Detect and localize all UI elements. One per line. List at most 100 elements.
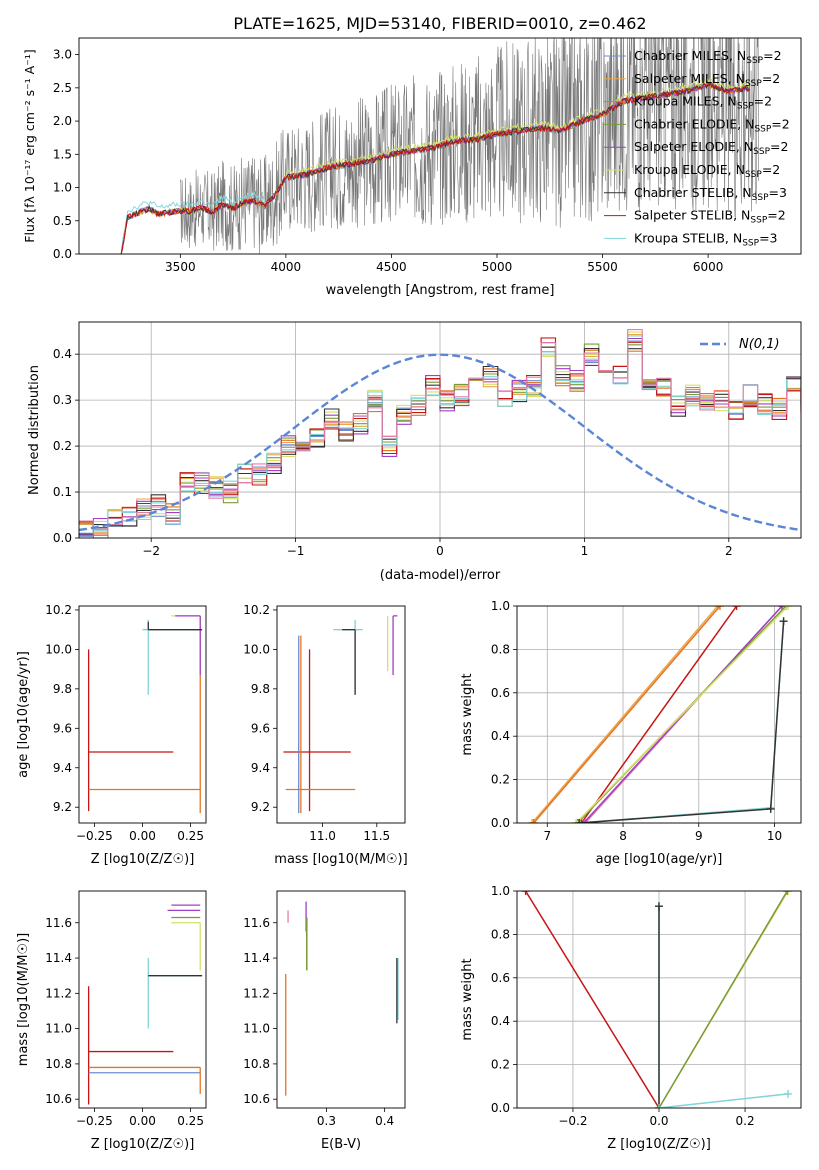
y-axis-label: age [log10(age/yr)] (16, 651, 31, 778)
x-axis-label: (data-model)/error (380, 568, 501, 583)
plot-area (79, 329, 801, 538)
tick-label-y: 9.6 (251, 721, 270, 735)
axes-frame (516, 605, 802, 824)
tick-label-x: 0.4 (375, 1114, 394, 1128)
tick-label-y: 9.6 (53, 721, 72, 735)
histogram-chabrier_stelib (79, 346, 801, 535)
tick-label-x: 10 (767, 829, 782, 843)
tick-label-y: 0.5 (53, 214, 72, 228)
tick-label-y: 9.4 (53, 761, 72, 775)
errorbar-point (283, 649, 351, 812)
tick-label-x: −1 (287, 544, 305, 558)
weight-marker (783, 891, 792, 895)
errorbar-point (87, 986, 174, 1105)
spectrum-panel: 3500 4000 4500 5000 5500 6000 0.0 0.5 1.0 1.5 2.0 2… (22, 37, 802, 298)
weight-marker (778, 606, 787, 610)
mass-vs-metallicity-panel: −0.25 0.00 0.25 10.6 10.8 11.0 11.2 11.4 11.6 mas… (16, 890, 207, 1152)
normal-pdf-curve (79, 353, 801, 532)
tick-label-x: 0.00 (129, 1114, 156, 1128)
tick-label-y: 10.8 (243, 1057, 270, 1071)
tick-label-y: 10.2 (243, 603, 270, 617)
tick-label-y: 11.6 (45, 916, 72, 930)
y-axis-label: mass weight (460, 673, 475, 755)
legend-label: Chabrier ELODIE, NSSP=2 (634, 116, 790, 134)
tick-label-y: 11.0 (45, 1022, 72, 1036)
tick-label-x: 0.00 (129, 829, 156, 843)
weight-marker (779, 617, 788, 626)
tick-label-y: 1.5 (53, 147, 72, 161)
weight-line-salpeter_stelib (524, 891, 660, 1108)
tick-label-y: 10.8 (45, 1057, 72, 1071)
errorbar-point (147, 621, 203, 631)
tick-label-x: 0.3 (317, 1114, 336, 1128)
weight-line-kroupa_miles (533, 606, 721, 823)
x-axis-label: mass [log10(M/M☉)] (274, 852, 407, 867)
tick-label-y: 0.2 (491, 773, 510, 787)
axes-frame (78, 605, 207, 824)
legend-label: Kroupa STELIB, NSSP=3 (634, 230, 778, 248)
legend-label: Chabrier MILES, NSSP=2 (634, 48, 782, 66)
weight-marker (715, 606, 724, 610)
plot-area (87, 904, 203, 1105)
y-axis-label: mass weight (460, 958, 475, 1040)
x-axis-label: E(B-V) (321, 1137, 361, 1152)
errorbar-point (87, 649, 174, 812)
massweight-vs-age-panel: 7 8 9 10 0.0 0.2 0.4 0.6 0.8 1.0 mass weight age [l… (460, 599, 802, 867)
axes-frame (516, 890, 802, 1109)
tick-label-y: 1.0 (53, 181, 72, 195)
model-curve-salpeter_stelib (120, 82, 750, 254)
legend-label: Chabrier STELIB, NSSP=3 (634, 185, 787, 203)
tick-label-y: 11.2 (243, 986, 270, 1000)
axes-frame (276, 890, 406, 1109)
weight-marker (573, 819, 582, 823)
axes-frame (78, 890, 207, 1109)
tick-label-y: 0.6 (491, 971, 510, 985)
massweight-vs-metallicity-panel: −0.2 0.0 0.2 0.0 0.2 0.4 0.6 0.8 1.0 mass weight Z… (460, 884, 802, 1152)
tick-label-x: 4500 (376, 260, 407, 274)
plot-area (283, 615, 398, 814)
tick-label-y: 0.0 (53, 531, 72, 545)
legend-label: Salpeter ELODIE, NSSP=2 (634, 139, 788, 157)
tick-label-x: 0.25 (177, 829, 204, 843)
age-vs-metallicity-panel: −0.25 0.00 0.25 9.2 9.4 9.6 9.8 10.0 10.2 age [lo… (16, 603, 207, 867)
tick-label-x: 5000 (482, 260, 513, 274)
tick-label-y: 11.4 (45, 951, 72, 965)
tick-label-x: 1 (581, 544, 589, 558)
tick-label-y: 2.5 (53, 81, 72, 95)
y-axis-label: mass [log10(M/M☉)] (16, 933, 31, 1066)
tick-label-x: 11.5 (363, 829, 390, 843)
tick-label-x: 3500 (165, 260, 196, 274)
errorbar-point (392, 615, 398, 676)
tick-label-x: −0.2 (558, 1114, 587, 1128)
tick-label-y: 3.0 (53, 48, 72, 62)
tick-label-y: 0.1 (53, 485, 72, 499)
histogram-chabrier_elodie (79, 343, 801, 538)
legend: Chabrier MILES, NSSP=2 Salpeter MILES, NS… (604, 48, 790, 248)
errorbar-point (142, 619, 201, 695)
legend-label: N(0,1) (739, 337, 780, 352)
y-axis-label: Normed distribution (27, 365, 42, 495)
weight-marker (784, 891, 793, 895)
tick-label-y: 0.4 (53, 347, 72, 361)
x-axis-label: Z [log10(Z/Z☉)] (607, 1137, 711, 1152)
tick-label-y: 9.2 (53, 800, 72, 814)
errorbar-point (171, 922, 201, 971)
weight-marker (577, 819, 586, 823)
tick-label-y: 0.8 (491, 927, 510, 941)
plot-area (87, 615, 203, 814)
errorbar-point (171, 615, 201, 676)
weight-marker (655, 1104, 663, 1108)
histogram-kroupa_elodie (79, 331, 801, 524)
tick-label-y: 10.0 (243, 642, 270, 656)
weight-line-kroupa_stelib (658, 1093, 789, 1108)
residuals-panel: −2 −1 0 1 2 0.0 0.1 0.2 0.3 0.4 N(0,1) (data-model)… (27, 321, 802, 583)
tick-label-x: 8 (619, 829, 627, 843)
histogram-kroupa_stelib (79, 335, 801, 534)
tick-label-y: 9.8 (251, 682, 270, 696)
weight-marker (784, 1089, 793, 1098)
tick-label-y: 0.0 (491, 816, 510, 830)
histogram-salpeter_stelib (79, 337, 801, 529)
x-axis-label: Z [log10(Z/Z☉)] (91, 852, 195, 867)
tick-label-y: 0.0 (53, 247, 72, 261)
